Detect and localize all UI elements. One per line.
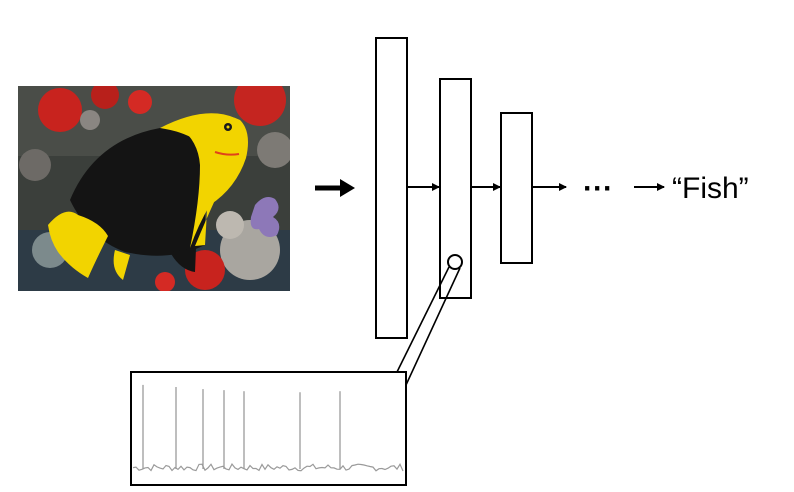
input-fish-image — [18, 86, 290, 291]
input-arrow — [315, 179, 355, 197]
spike-baseline — [132, 463, 404, 472]
spike-trace — [132, 384, 404, 472]
layer-3 — [500, 112, 533, 264]
layer-1 — [375, 37, 408, 339]
recording-box — [130, 371, 407, 486]
zoom-line-right — [405, 267, 461, 386]
output-label: “Fish” — [672, 172, 749, 205]
zoom-line-left — [396, 266, 450, 373]
neuron-circle — [447, 254, 463, 270]
ellipsis-text: ··· — [583, 172, 613, 205]
